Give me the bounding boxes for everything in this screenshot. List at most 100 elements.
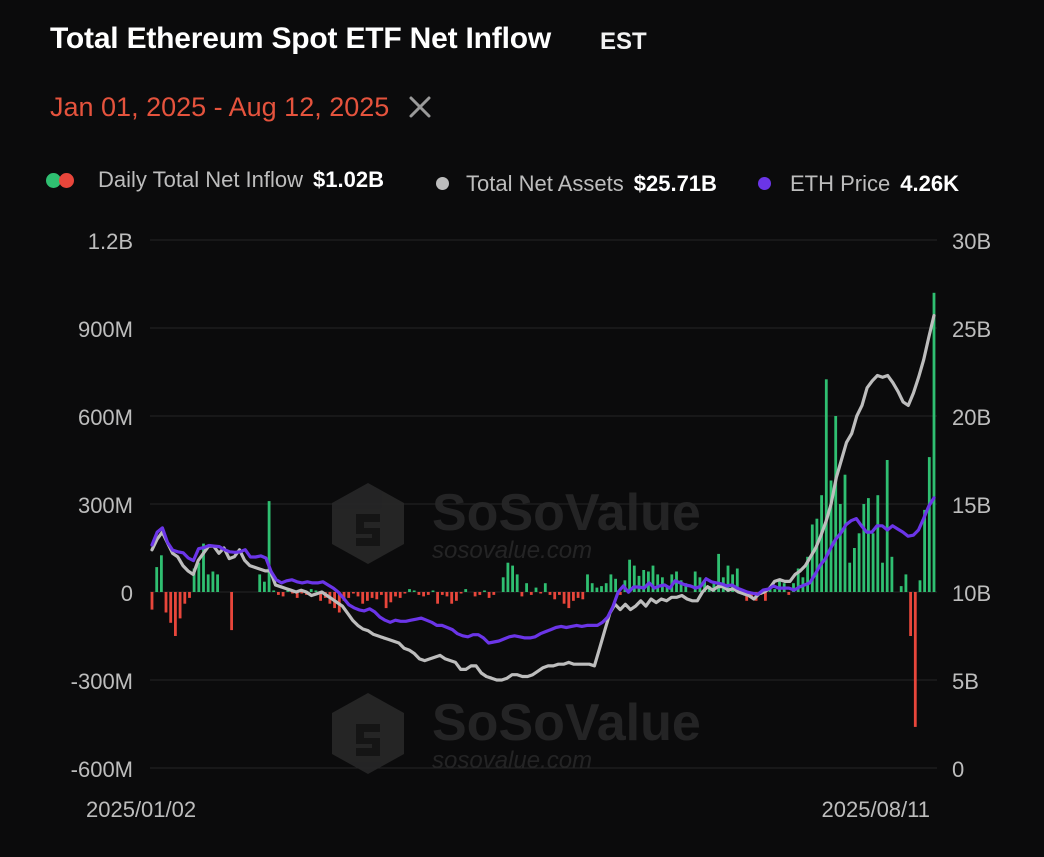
inflow-bar[interactable] [904, 574, 908, 592]
inflow-bar[interactable] [281, 592, 285, 597]
inflow-bar[interactable] [656, 574, 660, 592]
inflow-bar[interactable] [216, 574, 219, 592]
inflow-bar[interactable] [618, 592, 622, 595]
inflow-bar[interactable] [501, 577, 505, 592]
inflow-bar[interactable] [703, 580, 706, 592]
inflow-bar[interactable] [927, 457, 931, 592]
inflow-bar[interactable] [511, 565, 514, 592]
inflow-bar[interactable] [838, 504, 842, 592]
inflow-bar[interactable] [717, 553, 720, 592]
inflow-bar[interactable] [178, 592, 182, 619]
inflow-bar[interactable] [609, 574, 613, 592]
inflow-bar[interactable] [726, 565, 730, 592]
inflow-bar[interactable] [867, 498, 870, 592]
inflow-bar[interactable] [881, 562, 884, 592]
inflow-bar[interactable] [370, 592, 374, 598]
inflow-bar[interactable] [567, 592, 571, 609]
inflow-bar[interactable] [731, 574, 734, 592]
inflow-bar[interactable] [380, 592, 383, 595]
inflow-bar[interactable] [211, 571, 215, 593]
inflow-bar[interactable] [885, 460, 889, 592]
inflow-bar[interactable] [394, 592, 397, 597]
inflow-bar[interactable] [899, 586, 903, 592]
inflow-bar[interactable] [890, 556, 894, 592]
inflow-bar[interactable] [206, 574, 210, 592]
total-net-assets-line[interactable] [150, 313, 936, 682]
inflow-bar[interactable] [277, 592, 280, 595]
inflow-bar[interactable] [314, 590, 318, 593]
inflow-bar[interactable] [286, 590, 290, 593]
inflow-bar[interactable] [843, 474, 847, 592]
inflow-bar[interactable] [792, 583, 795, 592]
inflow-bar[interactable] [614, 578, 617, 592]
inflow-bar[interactable] [291, 592, 294, 594]
inflow-bar[interactable] [750, 592, 753, 598]
inflow-bar[interactable] [923, 509, 926, 592]
inflow-bar[interactable] [272, 590, 276, 593]
inflow-bar[interactable] [408, 589, 411, 592]
inflow-bar[interactable] [539, 592, 543, 594]
inflow-bar[interactable] [352, 592, 355, 594]
inflow-bar[interactable] [520, 592, 524, 597]
inflow-bar[interactable] [698, 577, 702, 592]
inflow-bar[interactable] [440, 592, 444, 595]
inflow-bar[interactable] [263, 581, 266, 592]
inflow-bar[interactable] [309, 589, 313, 592]
inflow-bar[interactable] [824, 379, 828, 592]
inflow-bar[interactable] [581, 592, 585, 600]
inflow-bar[interactable] [787, 592, 791, 595]
inflow-bar[interactable] [628, 559, 631, 592]
inflow-bar[interactable] [155, 567, 159, 592]
inflow-bar[interactable] [192, 568, 196, 593]
inflow-bar[interactable] [600, 586, 603, 592]
inflow-bar[interactable] [853, 548, 856, 592]
inflow-bar[interactable] [169, 592, 173, 623]
inflow-bar[interactable] [735, 568, 739, 593]
inflow-bar[interactable] [445, 592, 449, 597]
inflow-bar[interactable] [572, 592, 575, 601]
inflow-bar[interactable] [412, 590, 416, 593]
inflow-bar[interactable] [202, 543, 205, 592]
inflow-bar[interactable] [267, 501, 271, 592]
inflow-bar[interactable] [300, 592, 304, 594]
inflow-bar[interactable] [876, 495, 880, 592]
inflow-bar[interactable] [806, 556, 809, 592]
inflow-bar[interactable] [417, 592, 421, 595]
inflow-bar[interactable] [848, 562, 852, 592]
inflow-bar[interactable] [459, 592, 463, 594]
inflow-bar[interactable] [295, 592, 299, 598]
inflow-bar[interactable] [384, 592, 388, 609]
inflow-bar[interactable] [913, 592, 917, 727]
inflow-bar[interactable] [834, 416, 838, 592]
inflow-bar[interactable] [450, 592, 454, 604]
inflow-bar[interactable] [543, 583, 547, 592]
inflow-bar[interactable] [529, 592, 533, 595]
inflow-bar[interactable] [230, 592, 233, 631]
inflow-bar[interactable] [553, 592, 557, 600]
inflow-bar[interactable] [426, 592, 430, 595]
inflow-bar[interactable] [862, 504, 866, 592]
inflow-bar[interactable] [576, 592, 580, 598]
inflow-bar[interactable] [164, 592, 168, 613]
inflow-bar[interactable] [679, 580, 683, 592]
inflow-bar[interactable] [857, 533, 861, 592]
inflow-bar[interactable] [932, 292, 936, 592]
inflow-bar[interactable] [562, 592, 566, 604]
date-range-picker[interactable]: Jan 01, 2025 - Aug 12, 2025 [50, 92, 390, 122]
inflow-bar[interactable] [188, 592, 191, 598]
inflow-bar[interactable] [595, 587, 599, 592]
inflow-bar[interactable] [492, 592, 496, 595]
inflow-bar[interactable] [431, 590, 435, 593]
inflow-bar[interactable] [478, 592, 482, 595]
inflow-bar[interactable] [534, 587, 538, 592]
inflow-bar[interactable] [487, 592, 491, 598]
inflow-bar[interactable] [258, 574, 262, 592]
inflow-bar[interactable] [764, 592, 767, 601]
inflow-bar[interactable] [366, 592, 369, 601]
inflow-bar[interactable] [558, 592, 561, 595]
inflow-bar[interactable] [197, 562, 201, 592]
inflow-bar[interactable] [150, 592, 154, 610]
inflow-bar[interactable] [820, 495, 823, 592]
inflow-bar[interactable] [473, 592, 477, 597]
